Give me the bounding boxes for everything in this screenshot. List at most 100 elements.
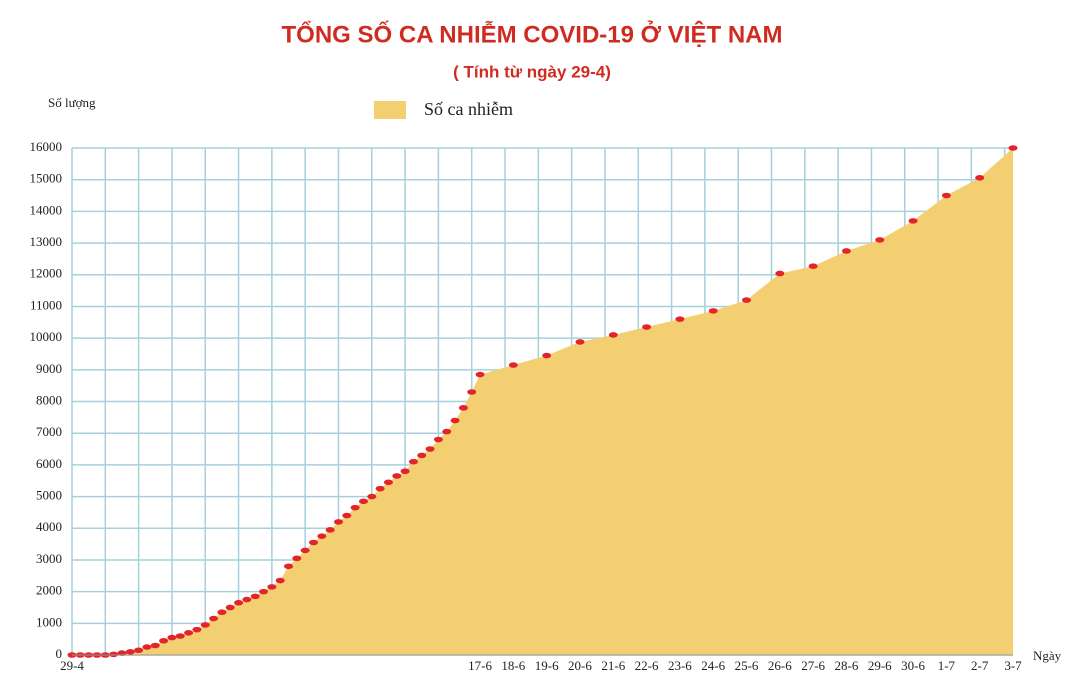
data-point	[292, 555, 302, 562]
x-tick-label: 18-6	[501, 658, 525, 673]
data-point	[392, 473, 402, 479]
data-point	[234, 599, 244, 606]
y-tick-label: 3000	[36, 551, 62, 566]
data-point	[350, 504, 360, 511]
data-point	[200, 622, 210, 628]
data-point	[317, 533, 327, 539]
x-tick-label: 21-6	[601, 658, 625, 673]
x-tick-label: 28-6	[835, 658, 859, 673]
data-point	[250, 593, 260, 600]
data-point	[675, 316, 685, 322]
y-tick-label: 12000	[30, 266, 63, 281]
data-point	[708, 308, 718, 314]
data-point	[375, 485, 385, 492]
data-point	[742, 297, 752, 303]
x-tick-label: 29-6	[868, 658, 892, 673]
data-point	[575, 339, 585, 345]
data-point	[342, 512, 352, 519]
data-point	[325, 527, 335, 533]
y-tick-label: 9000	[36, 361, 62, 376]
data-point	[467, 389, 477, 395]
data-point	[192, 626, 202, 633]
x-tick-label: 29-4	[60, 658, 84, 673]
y-tick-label: 6000	[36, 456, 62, 471]
legend-label: Số ca nhiễm	[424, 99, 513, 119]
x-tick-label: 17-6	[468, 658, 492, 673]
data-point	[608, 332, 618, 338]
area	[72, 148, 1013, 655]
y-tick-label: 13000	[30, 234, 63, 249]
y-tick-label: 15000	[30, 171, 63, 186]
x-tick-label: 24-6	[701, 658, 725, 673]
y-tick-label: 1000	[36, 614, 62, 629]
data-point	[284, 563, 294, 570]
data-point	[367, 493, 377, 500]
x-axis-label: Ngày	[1033, 648, 1062, 663]
x-tick-label: 20-6	[568, 658, 592, 673]
data-point	[458, 405, 468, 411]
data-point	[941, 192, 951, 199]
x-tick-label: 25-6	[735, 658, 759, 673]
data-point	[400, 468, 410, 475]
data-point	[125, 649, 135, 655]
data-point	[475, 371, 485, 378]
data-point	[242, 596, 252, 603]
data-point	[225, 604, 235, 611]
x-tick-label: 23-6	[668, 658, 692, 673]
data-point	[433, 436, 443, 443]
data-point	[134, 647, 144, 654]
y-tick-label: 5000	[36, 488, 62, 503]
chart-subtitle: ( Tính từ ngày 29-4)	[453, 62, 611, 81]
data-point	[642, 324, 652, 330]
data-point	[267, 584, 277, 590]
x-tick-label: 2-7	[971, 658, 989, 673]
data-point	[308, 539, 318, 546]
data-point	[117, 650, 127, 656]
y-tick-label: 2000	[36, 583, 62, 598]
data-point	[300, 547, 310, 554]
data-point	[425, 446, 435, 452]
legend-swatch	[374, 101, 406, 119]
y-tick-label: 7000	[36, 424, 62, 439]
x-tick-label: 3-7	[1004, 658, 1022, 673]
x-tick-label: 1-7	[938, 658, 956, 673]
y-tick-label: 8000	[36, 392, 62, 407]
data-point	[841, 248, 851, 254]
data-point	[159, 637, 169, 644]
data-point	[259, 588, 269, 595]
data-point	[775, 270, 785, 277]
y-axis-label: Số lượng	[48, 95, 96, 110]
data-point	[175, 633, 185, 639]
data-point	[383, 479, 393, 486]
data-point	[167, 634, 177, 641]
data-point	[184, 630, 194, 636]
data-point	[908, 218, 918, 224]
chart-title: TỔNG SỐ CA NHIỄM COVID-19 Ở VIỆT NAM	[282, 19, 783, 48]
data-point	[142, 644, 152, 650]
y-tick-label: 16000	[30, 139, 63, 154]
x-tick-label: 27-6	[801, 658, 825, 673]
data-point	[442, 428, 452, 435]
data-point	[875, 237, 885, 243]
data-point	[450, 417, 460, 424]
data-point	[109, 651, 119, 658]
data-point	[808, 263, 818, 269]
y-tick-label: 11000	[30, 297, 62, 312]
x-tick-label: 26-6	[768, 658, 792, 673]
data-point	[275, 577, 285, 584]
x-tick-label: 19-6	[535, 658, 559, 673]
y-tick-label: 14000	[30, 202, 63, 217]
y-tick-label: 4000	[36, 519, 62, 534]
y-tick-label: 10000	[30, 329, 63, 344]
data-point	[209, 615, 219, 622]
x-tick-label: 30-6	[901, 658, 925, 673]
data-point	[358, 498, 368, 505]
data-point	[150, 642, 160, 649]
data-point	[408, 458, 418, 465]
data-point	[542, 352, 552, 359]
data-point	[975, 174, 985, 181]
data-point	[417, 452, 427, 459]
x-tick-label: 22-6	[635, 658, 659, 673]
y-tick-label: 0	[56, 646, 63, 661]
